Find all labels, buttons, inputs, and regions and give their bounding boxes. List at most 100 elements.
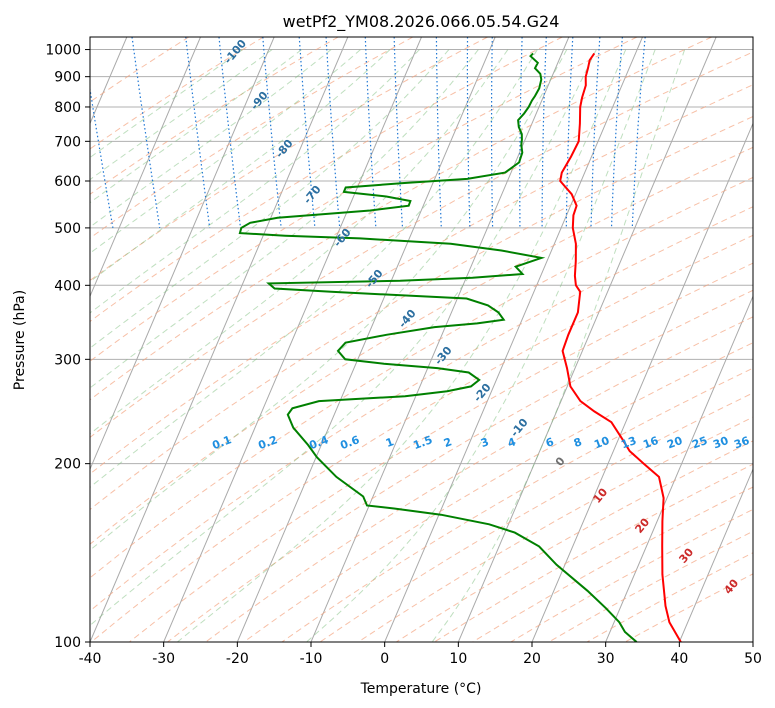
isotherm-line bbox=[384, 37, 643, 642]
mixing-ratio-line bbox=[131, 37, 161, 228]
mixing-ratio-label: 8 bbox=[572, 435, 584, 450]
mixing-ratio-line bbox=[490, 37, 494, 228]
mixing-ratio-line bbox=[262, 37, 282, 228]
dry-adiabat-line bbox=[90, 37, 488, 282]
mixing-ratio-line bbox=[631, 37, 646, 228]
moist-adiabat-line bbox=[90, 49, 361, 254]
y-tick-label: 900 bbox=[54, 70, 81, 86]
background-lines bbox=[90, 37, 753, 642]
isotherm-line bbox=[531, 122, 753, 642]
dry-adiabat-line bbox=[90, 146, 753, 545]
mixing-ratio-line bbox=[435, 37, 442, 228]
moist-adiabat-line bbox=[90, 49, 302, 204]
moist-adiabat-line bbox=[90, 49, 479, 389]
x-tick-label: 40 bbox=[670, 651, 688, 667]
moist-adiabat-line bbox=[90, 49, 243, 159]
dry-adiabat-line bbox=[281, 367, 753, 642]
y-tick-label: 100 bbox=[54, 635, 81, 651]
isotherm-line bbox=[90, 37, 201, 298]
profile-lines bbox=[238, 52, 682, 642]
mixing-ratio-label: 0.2 bbox=[256, 433, 279, 452]
dry-adiabat-line bbox=[90, 37, 638, 362]
x-tick-label: -20 bbox=[226, 651, 249, 667]
dry-adiabat-label: -70 bbox=[301, 183, 324, 207]
moist-adiabat-label: 10 bbox=[590, 485, 610, 505]
x-tick-label: 0 bbox=[380, 651, 389, 667]
dry-adiabat-label: -80 bbox=[273, 137, 296, 161]
dry-adiabat-label: -40 bbox=[396, 307, 419, 331]
axis-ticks: -40 -30 -20 -10 0 10 20 30 40 5010009008007006005… bbox=[45, 43, 762, 667]
mixing-ratio-label: 0.4 bbox=[307, 433, 330, 452]
mixing-ratio-line bbox=[565, 37, 574, 228]
dry-adiabat-line bbox=[90, 37, 414, 239]
moist-adiabat-label: 0 bbox=[553, 454, 568, 468]
mixing-ratio-label: 36 bbox=[732, 434, 751, 452]
moist-adiabat-line bbox=[305, 49, 656, 642]
dry-adiabat-line bbox=[90, 51, 753, 438]
y-tick-label: 600 bbox=[54, 174, 81, 190]
mixing-ratio-line bbox=[218, 37, 242, 228]
dry-adiabat-line bbox=[90, 37, 339, 195]
y-tick-label: 800 bbox=[54, 100, 81, 116]
moist-adiabat-line bbox=[90, 49, 391, 283]
x-tick-label: -30 bbox=[152, 651, 175, 667]
mixing-ratio-line bbox=[590, 37, 601, 228]
y-tick-label: 1000 bbox=[45, 43, 81, 59]
x-tick-label: -40 bbox=[79, 651, 102, 667]
x-tick-label: 30 bbox=[597, 651, 615, 667]
y-tick-label: 200 bbox=[54, 457, 81, 473]
moist-adiabat-line bbox=[90, 49, 332, 228]
dry-adiabat-line bbox=[90, 115, 753, 511]
isotherm-line bbox=[90, 37, 275, 471]
temperature-line bbox=[559, 52, 682, 642]
mixing-ratio-label: 2 bbox=[442, 435, 454, 450]
plot-frame bbox=[89, 36, 754, 643]
mixing-ratio-label: 30 bbox=[711, 434, 730, 452]
x-tick-label: 10 bbox=[449, 651, 467, 667]
chart-title: wetPf2_YM08.2026.066.05.54.G24 bbox=[283, 12, 560, 32]
mixing-ratio-label: 0.1 bbox=[210, 433, 233, 452]
dry-adiabat-label: -50 bbox=[363, 267, 386, 291]
dry-adiabat-label: -30 bbox=[432, 344, 455, 368]
moist-adiabat-label: 30 bbox=[676, 545, 696, 565]
moist-adiabat-line bbox=[176, 49, 627, 642]
mixing-ratio-label: 0.6 bbox=[338, 433, 361, 452]
mixing-ratio-label: 25 bbox=[690, 434, 709, 451]
mixing-ratio-line bbox=[541, 37, 547, 228]
dry-adiabat-line bbox=[434, 463, 753, 642]
moist-adiabat-line bbox=[90, 49, 509, 435]
x-tick-label: 20 bbox=[523, 651, 541, 667]
moist-adiabat-line bbox=[90, 49, 420, 314]
isotherm-line bbox=[605, 295, 753, 642]
moist-adiabat-line bbox=[431, 49, 686, 642]
mixing-ratio-line bbox=[466, 37, 471, 228]
mixing-ratio-label: 3 bbox=[479, 435, 491, 450]
mixing-ratio-label: 13 bbox=[619, 434, 638, 451]
mixing-ratio-label: 1 bbox=[384, 435, 396, 450]
isotherm-line bbox=[457, 37, 717, 642]
moist-adiabat-label: 20 bbox=[632, 515, 652, 535]
dry-adiabat-line bbox=[90, 37, 712, 401]
y-tick-label: 700 bbox=[54, 134, 81, 150]
dry-adiabat-line bbox=[90, 176, 753, 579]
mixing-ratio-label: 20 bbox=[665, 434, 684, 452]
mixing-ratio-label: 1.5 bbox=[411, 433, 434, 452]
dry-adiabat-line bbox=[90, 234, 753, 642]
dry-adiabat-line bbox=[510, 508, 753, 642]
dry-adiabat-line bbox=[90, 37, 563, 323]
mixing-ratio-line bbox=[185, 37, 211, 228]
isotherm-line bbox=[678, 467, 753, 642]
dry-adiabat-label: -60 bbox=[331, 226, 354, 250]
mixing-ratio-label: 6 bbox=[544, 435, 556, 450]
mixing-ratio-label: 10 bbox=[592, 434, 611, 452]
dry-adiabat-label: -100 bbox=[221, 37, 249, 67]
x-tick-label: 50 bbox=[744, 651, 762, 667]
dry-adiabat-label: -90 bbox=[248, 89, 271, 113]
isotherm-line bbox=[752, 640, 753, 642]
mixing-ratio-label: 4 bbox=[506, 435, 518, 450]
y-tick-label: 500 bbox=[54, 221, 81, 237]
dry-adiabat-line bbox=[90, 84, 753, 475]
moist-adiabat-label: 40 bbox=[721, 576, 741, 596]
mixing-ratio-line bbox=[364, 37, 377, 228]
